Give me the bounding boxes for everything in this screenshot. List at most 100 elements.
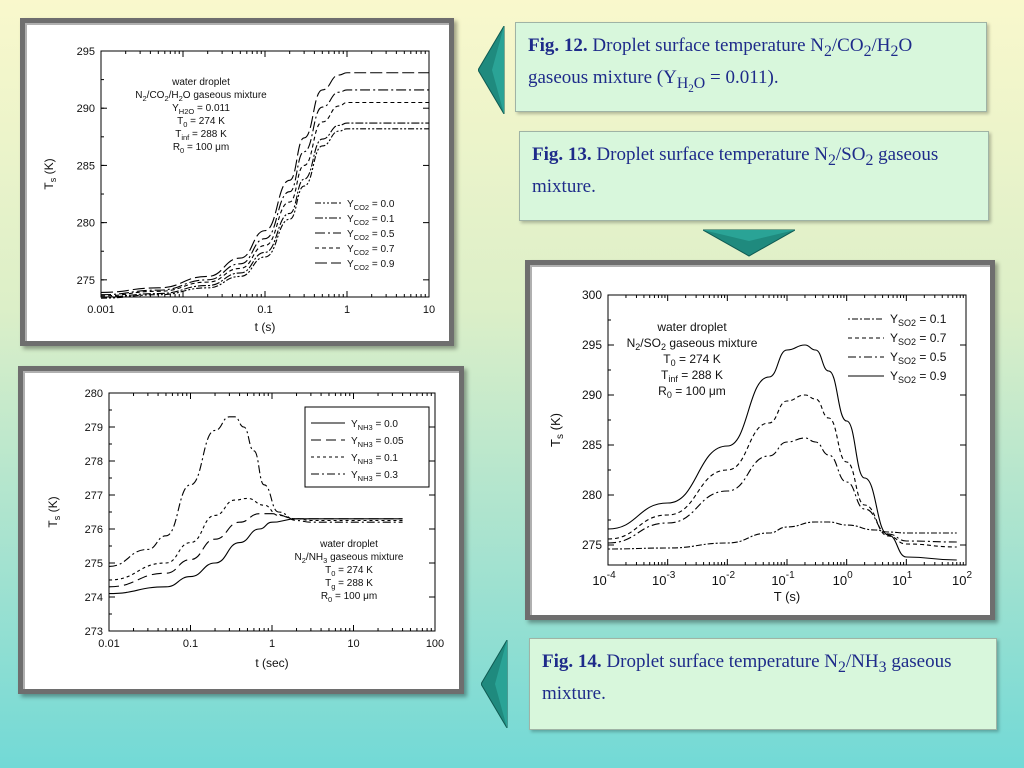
fig14-caption-text: /NH (845, 651, 879, 672)
fig12-caption-text: = 0.011). (705, 66, 779, 88)
chart-annotation: T0 = 274 K (177, 116, 225, 129)
fig12-caption: Fig. 12. Droplet surface temperature N2/… (515, 22, 987, 112)
fig13-caption-text: /SO (835, 144, 866, 165)
y-axis-label: Ts (K) (46, 496, 62, 527)
fig12-sub: 2 (823, 42, 832, 60)
legend-entry: YCO2 = 0.0 (347, 199, 395, 212)
legend-entry: YSO2 = 0.7 (890, 331, 947, 347)
y-axis-label: Ts (K) (42, 158, 58, 189)
legend-box (304, 406, 430, 488)
chart-annotation: R0 = 100 μm (321, 591, 377, 604)
fig14-chart-frame: 0.01 0.1 1 10 100 273 274 275 276 277 278 279 280 t (… (18, 366, 464, 694)
chart-annotation: N2/NH3 gaseous mixture (295, 552, 404, 565)
y-tick-label: 290 (77, 103, 95, 115)
fig13-caption: Fig. 13. Droplet surface temperature N2/… (519, 131, 989, 221)
series-line (100, 122, 429, 298)
legend-entry: YCO2 = 0.7 (347, 244, 395, 257)
y-axis-label: Ts (K) (548, 413, 566, 447)
series-line (607, 344, 957, 561)
fig14-caption-label: Fig. 14. (542, 651, 602, 672)
chart-annotation: Tinf = 288 K (175, 129, 227, 142)
fig12-sub: O (693, 74, 706, 92)
chart-annotation: N2/SO2 gaseous mixture (627, 336, 758, 352)
x-tick-label: 1 (269, 638, 275, 650)
fig13-chart-frame: 10-4 10-3 10-2 10-1 100 101 102 275 280 285 290 295… (525, 260, 995, 620)
chart-annotation: N2/CO2/H2O gaseous mixture (135, 90, 267, 103)
down-pointer-icon (703, 229, 795, 257)
y-tick-label: 280 (85, 388, 103, 400)
chart-annotation: T0 = 274 K (325, 565, 373, 578)
x-tick-label: 0.001 (87, 304, 115, 316)
x-tick-label: 10-3 (652, 570, 676, 588)
chart-annotation: water droplet (656, 320, 727, 334)
series-line (100, 101, 429, 297)
y-tick-label: 276 (85, 524, 103, 536)
y-tick-label: 275 (77, 275, 95, 287)
y-tick-label: 295 (582, 338, 602, 352)
chart-annotation: YH2O = 0.011 (172, 103, 230, 116)
chart-annotation: water droplet (319, 539, 378, 550)
fig14-caption: Fig. 14. Droplet surface temperature N2/… (529, 638, 997, 730)
fig13-sub: 2 (865, 151, 874, 169)
y-tick-label: 275 (582, 538, 602, 552)
x-tick-label: 101 (892, 570, 912, 588)
y-tick-label: 274 (85, 592, 103, 604)
chart-annotation: R0 = 100 μm (658, 384, 726, 400)
fig13-chart: 10-4 10-3 10-2 10-1 100 101 102 275 280 285 290 295… (548, 288, 972, 604)
fig12-sub: 2 (688, 82, 694, 95)
fig12-caption-text: O gaseous mixture (Y (528, 35, 913, 88)
y-tick-label: 279 (85, 422, 103, 434)
legend-entry: YCO2 = 0.9 (347, 259, 395, 272)
x-tick-label: 10-2 (712, 570, 736, 588)
y-tick-label: 277 (85, 490, 103, 502)
fig13-caption-label: Fig. 13. (532, 144, 592, 165)
x-axis-label: t (sec) (255, 656, 288, 670)
x-axis-label: T (s) (774, 589, 800, 604)
series-line (100, 89, 429, 296)
x-tick-label: 100 (426, 638, 444, 650)
plot-area (607, 294, 967, 566)
fig13-sub: 2 (827, 151, 836, 169)
fig14-caption-text: Droplet surface temperature N (601, 651, 838, 672)
y-tick-label: 285 (77, 160, 95, 172)
fig12-sub: 2 (863, 42, 872, 60)
legend-entry: YCO2 = 0.5 (347, 229, 395, 242)
fig12-caption-text: Droplet surface temperature N (587, 35, 824, 56)
fig13-caption-text: gaseous mixture. (532, 144, 939, 197)
fig12-sub: 2 (890, 42, 899, 60)
x-tick-label: 0.01 (172, 304, 193, 316)
y-tick-label: 273 (85, 626, 103, 638)
y-tick-label: 280 (582, 488, 602, 502)
fig12-caption-text: /H (871, 35, 891, 56)
x-tick-label: 100 (833, 570, 853, 588)
chart-annotation: T0 = 274 K (663, 352, 720, 368)
x-tick-label: 0.01 (98, 638, 119, 650)
fig14-caption-text: gaseous mixture. (542, 651, 952, 704)
chart-annotation: Tinf = 288 K (661, 368, 723, 384)
y-tick-label: 275 (85, 558, 103, 570)
fig12-chart-frame: 0.001 0.01 0.1 1 10 275 280 285 290 295 t (s) Ts (K… (20, 18, 454, 346)
fig14-chart: 0.01 0.1 1 10 100 273 274 275 276 277 278 279 280 t (… (46, 388, 444, 670)
legend-entry: YSO2 = 0.9 (890, 369, 947, 385)
legend-entry: YNH3 = 0.3 (351, 470, 398, 483)
left-pointer-icon (478, 26, 505, 114)
fig12-chart: 0.001 0.01 0.1 1 10 275 280 285 290 295 t (s) Ts (K… (42, 46, 435, 334)
x-tick-label: 10 (423, 304, 435, 316)
x-tick-label: 10 (347, 638, 359, 650)
x-axis-label: t (s) (255, 320, 276, 334)
fig12-sub: H (676, 74, 689, 92)
series-line (108, 513, 403, 588)
y-tick-label: 280 (77, 218, 95, 230)
fig12-caption-label: Fig. 12. (528, 35, 588, 56)
legend-entry: YCO2 = 0.1 (347, 214, 395, 227)
chart-annotation: R0 = 100 μm (173, 142, 229, 155)
y-tick-label: 290 (582, 388, 602, 402)
y-tick-label: 295 (77, 46, 95, 58)
fig14-sub: 3 (878, 658, 887, 676)
x-tick-label: 0.1 (257, 304, 272, 316)
series-line (108, 416, 403, 567)
y-tick-label: 285 (582, 438, 602, 452)
series-line (100, 128, 429, 299)
series-line (108, 497, 403, 581)
fig13-caption-text: Droplet surface temperature N (591, 144, 828, 165)
